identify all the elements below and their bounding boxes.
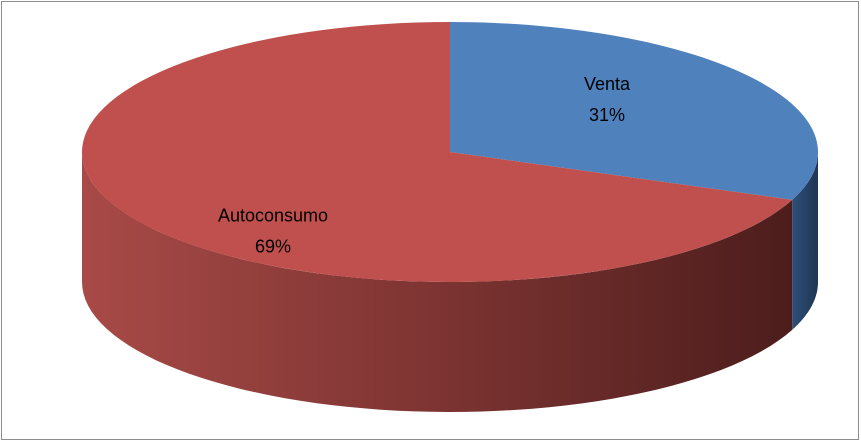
slice-value-label: 69% [255, 237, 291, 257]
slice-side [792, 152, 818, 330]
pie: Venta 31% Autoconsumo 69% [82, 22, 819, 412]
slice-label: Autoconsumo [218, 206, 328, 226]
slice [82, 22, 793, 283]
slice-side [82, 152, 793, 412]
slice-label: Venta [584, 74, 631, 94]
slice [450, 22, 819, 200]
slice-value-label: 31% [589, 105, 625, 125]
